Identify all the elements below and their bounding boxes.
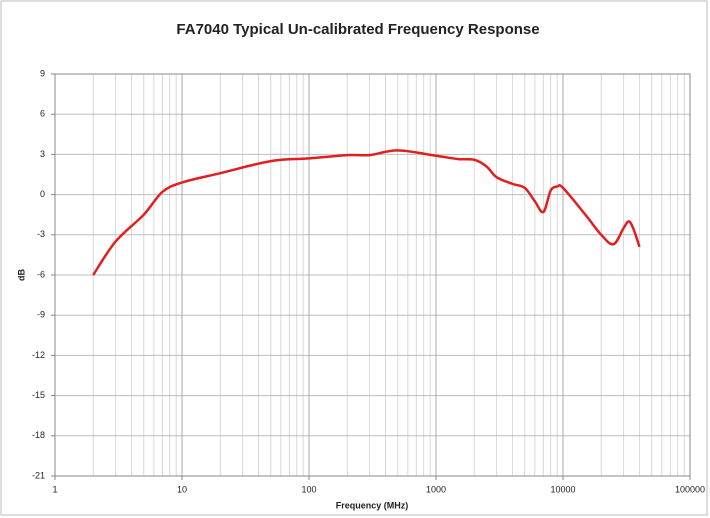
x-tick-label: 100 (301, 484, 316, 494)
y-tick-label: -9 (37, 310, 45, 320)
y-tick-label: -12 (32, 350, 45, 360)
y-tick-label: -6 (37, 269, 45, 279)
x-tick-label: 10 (177, 484, 187, 494)
x-tick-label: 1000 (426, 484, 446, 494)
x-tick-label: 100000 (675, 484, 705, 494)
y-tick-label: -21 (32, 470, 45, 480)
y-tick-label: -15 (32, 390, 45, 400)
series-line (92, 149, 641, 276)
y-axis-label: dB (16, 269, 26, 281)
x-axis-label: Frequency (MHz) (336, 500, 409, 510)
plot-area (54, 73, 691, 477)
x-tick-label: 10000 (550, 484, 575, 494)
y-tick-label: 6 (40, 109, 45, 119)
y-tick-label: -3 (37, 229, 45, 239)
x-tick-label: 1 (52, 484, 57, 494)
y-tick-label: -18 (32, 430, 45, 440)
y-tick-label: 3 (40, 149, 45, 159)
y-tick-label: 9 (40, 68, 45, 78)
chart-title: FA7040 Typical Un-calibrated Frequency R… (176, 21, 539, 38)
y-tick-label: 0 (40, 189, 45, 199)
